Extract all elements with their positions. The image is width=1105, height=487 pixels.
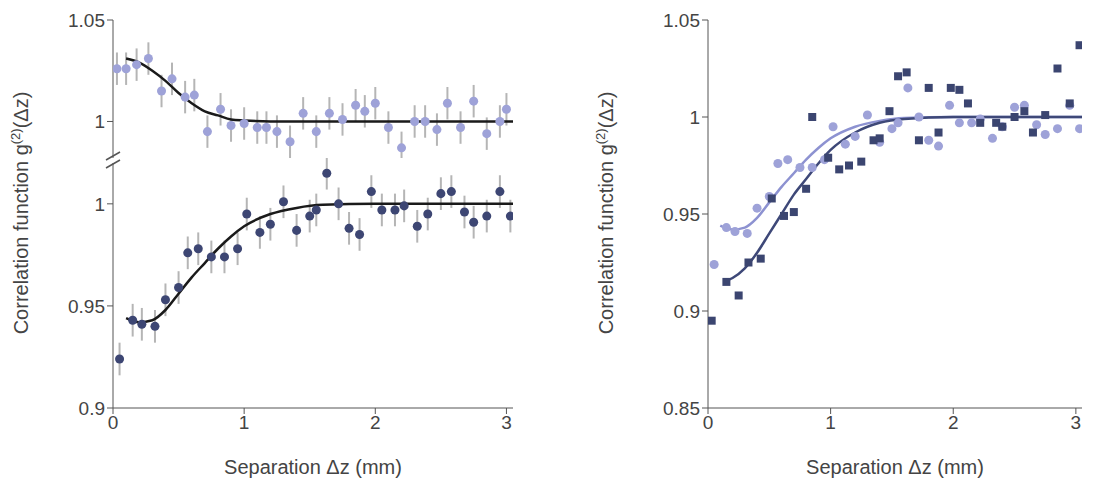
svg-text:0: 0 <box>108 412 119 433</box>
svg-text:0: 0 <box>703 412 714 433</box>
svg-text:0.95: 0.95 <box>68 296 105 317</box>
svg-text:1: 1 <box>94 111 105 132</box>
svg-text:1: 1 <box>239 412 250 433</box>
svg-text:0.95: 0.95 <box>663 204 700 225</box>
svg-text:Correlation function g(2)(Δz): Correlation function g(2)(Δz) <box>8 92 32 335</box>
svg-text:3: 3 <box>1071 412 1082 433</box>
svg-text:1.05: 1.05 <box>663 10 700 31</box>
svg-text:0.9: 0.9 <box>674 301 700 322</box>
svg-text:0.9: 0.9 <box>79 398 105 419</box>
svg-text:1: 1 <box>94 194 105 215</box>
svg-text:1: 1 <box>825 412 836 433</box>
svg-text:Correlation function g(2)(Δz): Correlation function g(2)(Δz) <box>593 92 617 335</box>
svg-text:3: 3 <box>501 412 512 433</box>
svg-text:0.85: 0.85 <box>663 398 700 419</box>
svg-text:Separation Δz (mm): Separation Δz (mm) <box>224 456 402 478</box>
svg-text:Separation Δz (mm): Separation Δz (mm) <box>806 456 984 478</box>
svg-text:2: 2 <box>370 412 381 433</box>
svg-text:1: 1 <box>689 107 700 128</box>
svg-text:2: 2 <box>948 412 959 433</box>
svg-text:1.05: 1.05 <box>68 10 105 31</box>
